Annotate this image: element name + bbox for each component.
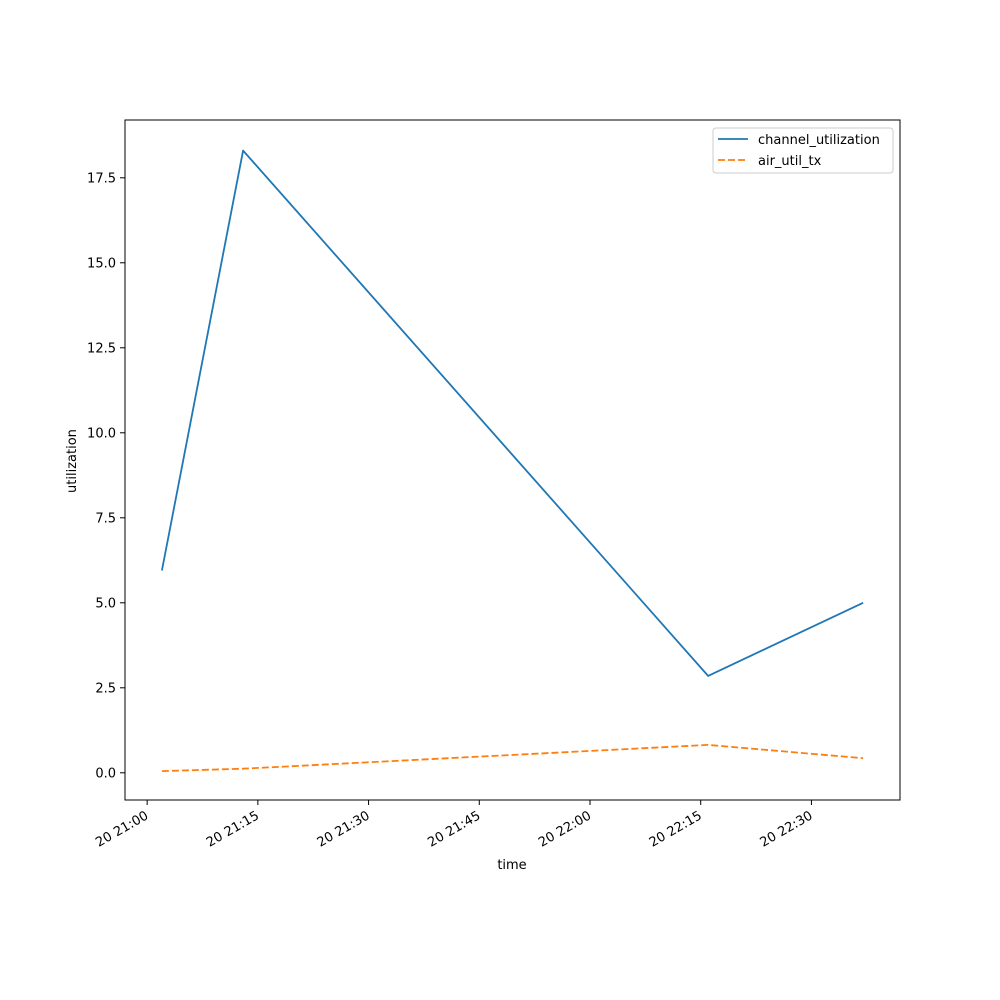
x-axis: 20 21:00 20 21:15 20 21:30 20 21:45 20 22:00… bbox=[93, 800, 815, 851]
y-tick-label: 7.5 bbox=[95, 511, 116, 526]
x-tick-label: 20 22:15 bbox=[647, 808, 705, 850]
y-axis: 0.0 2.5 5.0 7.5 10.0 12.5 15.0 17.5 bbox=[87, 171, 125, 781]
x-tick-label: 20 21:30 bbox=[315, 808, 373, 850]
x-tick-label: 20 21:00 bbox=[93, 808, 151, 850]
y-tick-label: 0.0 bbox=[95, 766, 116, 781]
y-tick-label: 17.5 bbox=[87, 171, 116, 186]
series-line-air_util_tx bbox=[161, 744, 864, 772]
legend: channel_utilization air_util_tx bbox=[712, 127, 894, 174]
x-tick-label: 20 22:00 bbox=[536, 808, 594, 850]
x-tick-label: 20 21:15 bbox=[204, 808, 262, 850]
legend-label-air_util_tx: air_util_tx bbox=[758, 154, 822, 169]
legend-label-channel_utilization: channel_utilization bbox=[758, 133, 880, 148]
y-tick-label: 5.0 bbox=[95, 596, 116, 611]
plot-frame bbox=[124, 119, 901, 801]
series-line-channel_utilization bbox=[161, 149, 864, 677]
plot-area bbox=[125, 120, 900, 800]
x-axis-label: time bbox=[497, 858, 526, 873]
y-tick-label: 2.5 bbox=[95, 681, 116, 696]
y-tick-label: 10.0 bbox=[87, 426, 116, 441]
y-tick-label: 15.0 bbox=[87, 256, 116, 271]
y-axis-label: utilization bbox=[65, 429, 80, 493]
y-tick-label: 12.5 bbox=[87, 341, 116, 356]
x-tick-label: 20 21:45 bbox=[425, 808, 483, 850]
x-tick-label: 20 22:30 bbox=[758, 808, 816, 850]
series-lines bbox=[161, 149, 864, 772]
legend-box bbox=[712, 127, 894, 174]
